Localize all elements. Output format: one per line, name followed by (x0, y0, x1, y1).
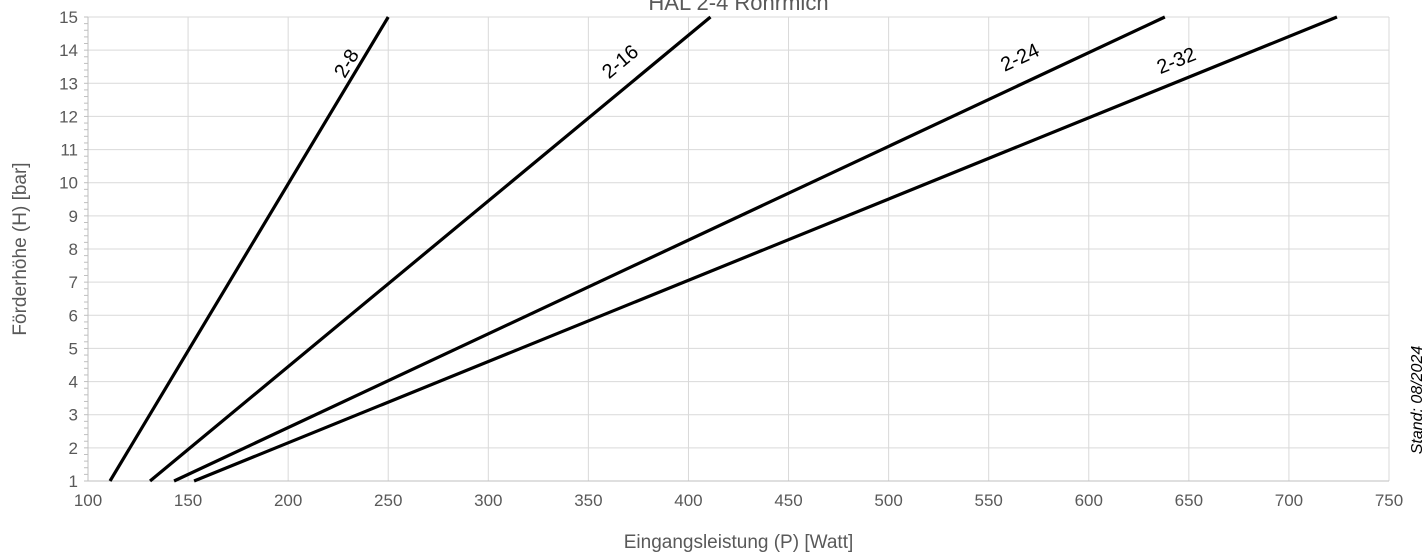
x-tick-label: 650 (1175, 491, 1203, 510)
y-tick-label: 9 (69, 207, 78, 226)
x-tick-label: 750 (1375, 491, 1403, 510)
series-line (108, 16, 390, 482)
y-tick-label: 1 (69, 472, 78, 491)
x-tick-label: 400 (674, 491, 702, 510)
chart-title: HAL 2-4 Rohrmich (648, 0, 828, 15)
x-tick-label: 100 (74, 491, 102, 510)
x-tick-label: 600 (1075, 491, 1103, 510)
y-tick-label: 8 (69, 240, 78, 259)
y-tick-label: 15 (59, 8, 78, 27)
y-tick-label: 12 (59, 107, 78, 126)
grid (87, 16, 1390, 482)
y-tick-label: 6 (69, 306, 78, 325)
x-tick-label: 550 (975, 491, 1003, 510)
series-label: 2-8 (330, 46, 364, 82)
y-tick-label: 7 (69, 273, 78, 292)
y-axis-title: Förderhöhe (H) [bar] (10, 162, 31, 335)
y-tick-label: 2 (69, 439, 78, 458)
x-tick-label: 350 (574, 491, 602, 510)
x-tick-label: 700 (1275, 491, 1303, 510)
series-lines (108, 15, 1338, 483)
x-tick-label: 250 (374, 491, 402, 510)
series-label: 2-24 (997, 40, 1043, 77)
y-tick-label: 11 (60, 141, 78, 160)
x-axis-title: Eingangsleistung (P) [Watt] (624, 532, 854, 553)
y-tick-label: 4 (69, 373, 78, 392)
date-stamp: Stand: 08/2024 (1409, 346, 1426, 455)
x-tick-label: 300 (474, 491, 502, 510)
x-tick-label: 500 (874, 491, 902, 510)
x-tick-label: 200 (274, 491, 302, 510)
y-tick-label: 3 (69, 406, 78, 425)
series-line (149, 15, 712, 483)
y-tick-label: 14 (59, 41, 78, 60)
axes (84, 16, 1389, 482)
x-tick-label: 450 (774, 491, 802, 510)
series-line (173, 15, 1166, 483)
y-tick-label: 13 (59, 74, 78, 93)
x-tick-label: 150 (174, 491, 202, 510)
y-tick-label: 10 (59, 174, 78, 193)
y-tick-label: 5 (69, 339, 78, 358)
series-line (193, 15, 1338, 483)
x-tick-labels: 100 150 200 250 300 350 400 450 500 550 600 650 700 7… (74, 491, 1403, 510)
series-label: 2-32 (1154, 43, 1199, 78)
